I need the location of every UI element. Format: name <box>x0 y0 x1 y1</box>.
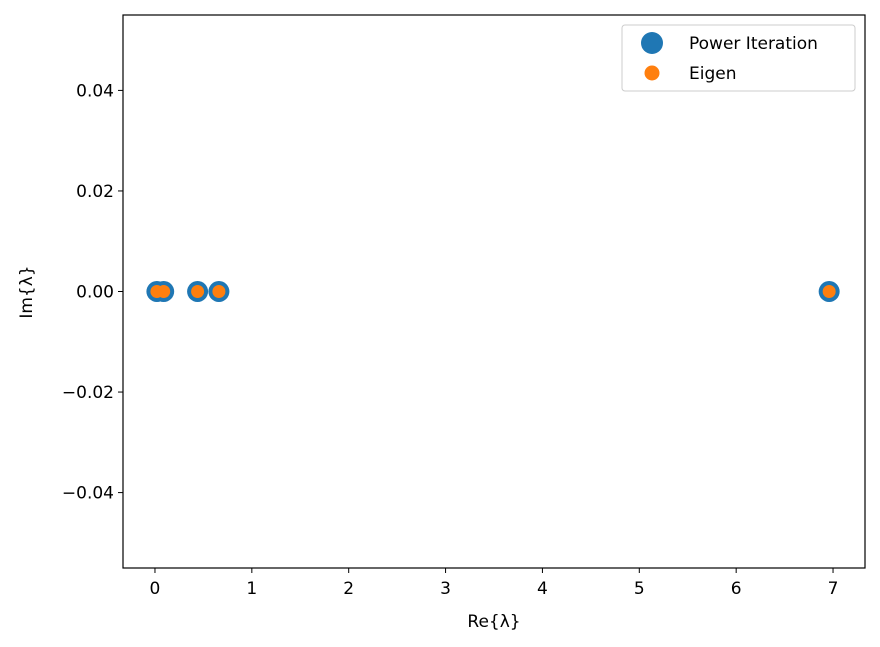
data-points <box>146 281 840 302</box>
y-axis-ticks: −0.04 −0.02 0.00 0.02 0.04 <box>62 81 123 504</box>
legend-marker-eigen <box>644 65 660 81</box>
point-eigen <box>157 285 171 298</box>
legend-label-power-iteration: Power Iteration <box>689 34 818 54</box>
x-axis-label: Re{λ} <box>467 612 520 632</box>
x-tick-label: 5 <box>634 579 645 599</box>
legend: Power Iteration Eigen <box>621 24 856 92</box>
y-tick-label: −0.04 <box>62 484 114 504</box>
legend-marker-power-iteration <box>641 32 663 54</box>
x-tick-label: 6 <box>731 579 742 599</box>
x-tick-label: 1 <box>246 579 257 599</box>
plot-frame <box>122 14 866 569</box>
y-tick-label: −0.02 <box>62 383 114 403</box>
y-tick-label: 0.04 <box>76 81 114 101</box>
y-axis-label: Im{λ} <box>17 265 37 318</box>
point-eigen <box>212 285 226 298</box>
y-tick-label: 0.02 <box>76 182 114 202</box>
point-eigen <box>191 285 205 298</box>
x-tick-label: 3 <box>440 579 451 599</box>
x-axis-ticks: 0 1 2 3 4 5 6 7 <box>150 568 839 599</box>
x-tick-label: 4 <box>537 579 548 599</box>
x-tick-label: 2 <box>343 579 354 599</box>
x-tick-label: 0 <box>150 579 161 599</box>
x-tick-label: 7 <box>828 579 839 599</box>
point-eigen <box>822 285 836 298</box>
legend-frame <box>621 24 856 92</box>
legend-label-eigen: Eigen <box>689 64 737 84</box>
y-tick-label: 0.00 <box>76 283 114 303</box>
